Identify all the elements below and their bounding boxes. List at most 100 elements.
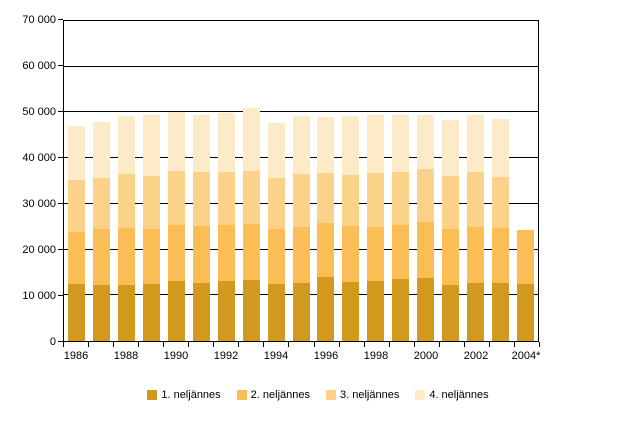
bar-1993-q4 bbox=[242, 107, 260, 171]
bar-1995-q1 bbox=[292, 283, 310, 341]
legend-label: 1. neljännes bbox=[161, 389, 221, 401]
x-axis-tick bbox=[539, 342, 540, 347]
x-axis-tick bbox=[88, 342, 89, 347]
x-axis-tick bbox=[138, 342, 139, 347]
bar-1991-q3 bbox=[192, 171, 210, 226]
x-axis-tick bbox=[63, 342, 64, 347]
x-axis-label: 1996 bbox=[313, 350, 339, 362]
bar-1990-q3 bbox=[167, 170, 185, 225]
bar-1993-q1 bbox=[242, 279, 260, 341]
legend-label: 3. neljännes bbox=[340, 389, 400, 401]
bar-1987-q3 bbox=[92, 178, 110, 230]
x-axis-label: 1998 bbox=[363, 350, 389, 362]
bar-1997-q3 bbox=[342, 174, 360, 226]
y-axis-label: 70 000 bbox=[22, 14, 56, 26]
bar-1991-q2 bbox=[192, 225, 210, 283]
y-axis-tick bbox=[58, 65, 63, 66]
x-axis-tick bbox=[288, 342, 289, 347]
x-axis-label: 1994 bbox=[263, 350, 289, 362]
bar-1988-q3 bbox=[117, 173, 135, 228]
x-axis-label: 2002 bbox=[463, 350, 489, 362]
x-axis-tick bbox=[263, 342, 264, 347]
legend-item-q3: 3. neljännes bbox=[326, 389, 399, 401]
legend-swatch-icon bbox=[326, 390, 336, 400]
bar-1993-q2 bbox=[242, 223, 260, 280]
legend-swatch-icon bbox=[236, 390, 247, 400]
bar-1987-q4 bbox=[92, 121, 110, 179]
bar-1988-q2 bbox=[117, 227, 135, 286]
bar-1990-q1 bbox=[167, 280, 185, 341]
bar-1986-q1 bbox=[67, 284, 85, 341]
bar-1989-q3 bbox=[142, 175, 160, 229]
bar-2002-q2 bbox=[467, 226, 485, 283]
bar-1998-q3 bbox=[367, 172, 385, 227]
bar-1996-q1 bbox=[317, 277, 335, 341]
x-axis-label: 1992 bbox=[213, 350, 239, 362]
x-axis-tick bbox=[389, 342, 390, 347]
bar-1992-q2 bbox=[217, 224, 235, 281]
bar-2004-q1 bbox=[517, 284, 535, 341]
bar-2002-q3 bbox=[467, 171, 485, 227]
bar-1989-q1 bbox=[142, 284, 160, 341]
bar-2004-q2 bbox=[517, 230, 535, 285]
bar-1995-q4 bbox=[292, 116, 310, 174]
bar-1996-q2 bbox=[317, 223, 335, 277]
y-axis-tick bbox=[58, 19, 63, 20]
x-axis-tick bbox=[238, 342, 239, 347]
y-axis-tick bbox=[58, 203, 63, 204]
y-axis-tick bbox=[58, 249, 63, 250]
bar-2000-q2 bbox=[417, 222, 435, 278]
bar-2003-q4 bbox=[492, 118, 510, 178]
gridline bbox=[64, 111, 538, 112]
x-axis-tick bbox=[364, 342, 365, 347]
x-axis-tick bbox=[439, 342, 440, 347]
bar-1998-q2 bbox=[367, 226, 385, 281]
x-axis-tick bbox=[414, 342, 415, 347]
legend-label: 4. neljännes bbox=[429, 389, 489, 401]
bar-1989-q4 bbox=[142, 115, 160, 176]
legend-swatch-icon bbox=[415, 390, 426, 400]
bar-1999-q3 bbox=[392, 171, 410, 225]
bar-1986-q3 bbox=[67, 180, 85, 233]
bar-2000-q3 bbox=[417, 169, 435, 223]
bar-1999-q2 bbox=[392, 224, 410, 279]
bar-1991-q1 bbox=[192, 282, 210, 341]
x-axis-label: 1990 bbox=[163, 350, 189, 362]
x-axis-tick bbox=[339, 342, 340, 347]
bar-1987-q2 bbox=[92, 229, 110, 286]
x-axis-tick bbox=[213, 342, 214, 347]
bar-2003-q2 bbox=[492, 227, 510, 283]
legend-item-q1: 1. neljännes bbox=[147, 389, 221, 401]
bar-1995-q3 bbox=[292, 173, 310, 227]
bar-1994-q3 bbox=[267, 178, 285, 229]
bar-1994-q1 bbox=[267, 284, 285, 341]
bar-1992-q4 bbox=[217, 113, 235, 172]
x-axis-label: 1986 bbox=[63, 350, 89, 362]
y-axis-tick bbox=[58, 157, 63, 158]
bar-1998-q1 bbox=[367, 280, 385, 341]
y-axis-tick bbox=[58, 341, 63, 342]
plot-area bbox=[63, 20, 539, 342]
y-axis-tick bbox=[58, 111, 63, 112]
y-axis-label: 50 000 bbox=[22, 106, 56, 118]
bar-1998-q4 bbox=[367, 115, 385, 173]
bar-2001-q1 bbox=[442, 285, 460, 341]
bar-2002-q4 bbox=[467, 115, 485, 172]
bar-1999-q4 bbox=[392, 115, 410, 172]
x-axis-tick bbox=[514, 342, 515, 347]
bar-1995-q2 bbox=[292, 226, 310, 284]
y-axis-label: 60 000 bbox=[22, 60, 56, 72]
bar-2000-q4 bbox=[417, 115, 435, 170]
bar-1992-q3 bbox=[217, 171, 235, 225]
bar-2001-q4 bbox=[442, 119, 460, 177]
bar-1992-q1 bbox=[217, 280, 235, 341]
y-axis-label: 20 000 bbox=[22, 244, 56, 256]
bar-1990-q2 bbox=[167, 224, 185, 281]
x-axis-label: 2000 bbox=[413, 350, 439, 362]
bar-2003-q3 bbox=[492, 177, 510, 228]
bar-1988-q1 bbox=[117, 285, 135, 341]
bar-1987-q1 bbox=[92, 285, 110, 341]
y-axis-label: 40 000 bbox=[22, 152, 56, 164]
bar-1996-q3 bbox=[317, 172, 335, 224]
